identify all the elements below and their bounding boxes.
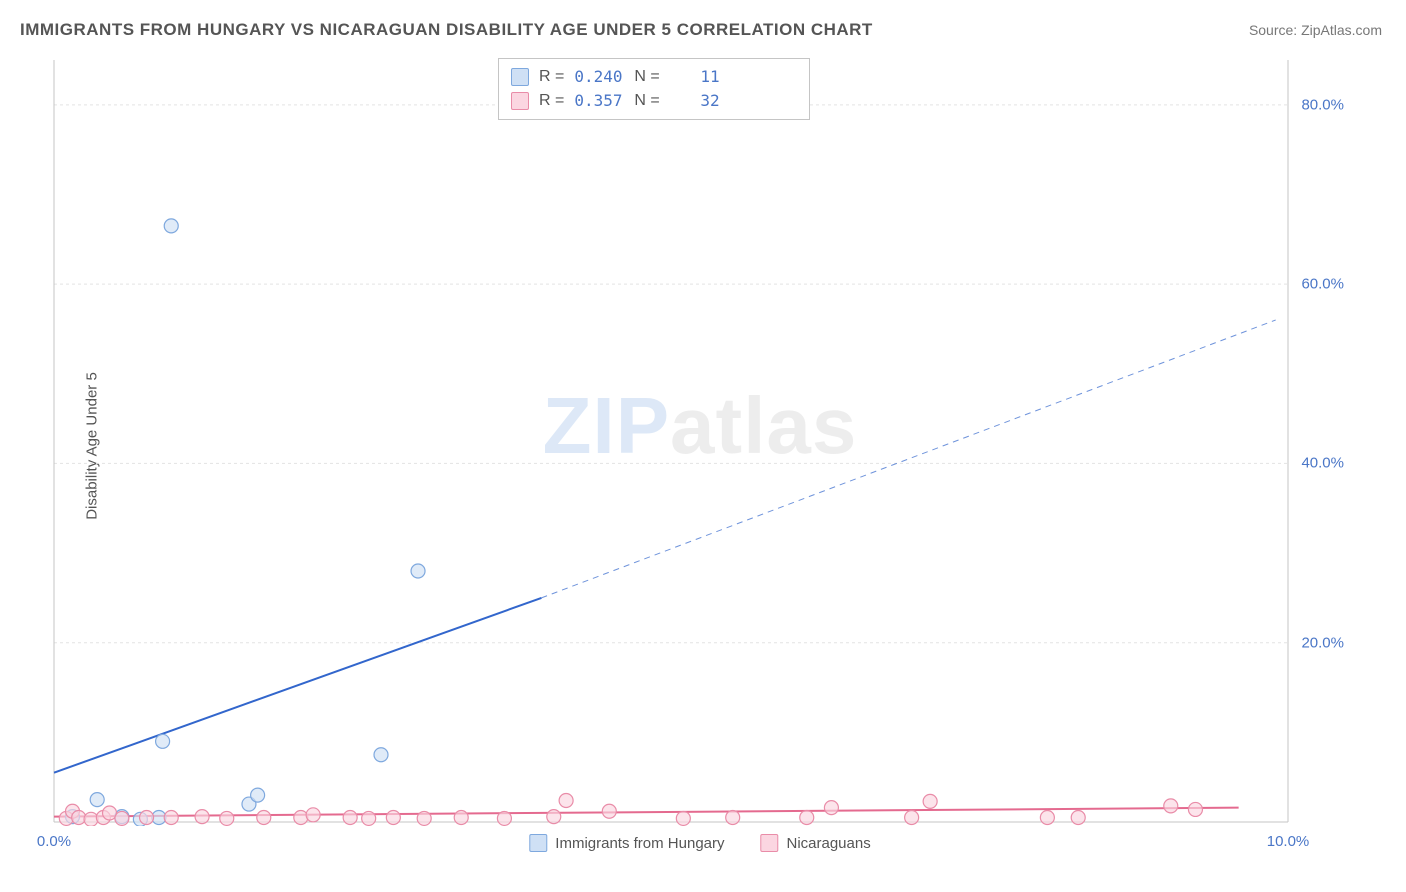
legend-swatch-hungary xyxy=(529,834,547,852)
chart-plot-area: ZIPatlas R =0.240N =11R =0.357N =32 Immi… xyxy=(50,56,1350,826)
y-tick-label: 60.0% xyxy=(1301,276,1344,293)
r-label: R = xyxy=(539,89,564,113)
stat-row-nicaraguan: R = 0.357 N = 32 xyxy=(511,89,797,113)
chart-svg xyxy=(50,56,1350,826)
legend-label: Nicaraguans xyxy=(787,835,871,852)
chart-title: IMMIGRANTS FROM HUNGARY VS NICARAGUAN DI… xyxy=(20,20,873,40)
y-tick-label: 40.0% xyxy=(1301,455,1344,472)
stat-row-hungary: R = 0.240 N = 11 xyxy=(511,65,797,89)
legend-item-hungary: Immigrants from Hungary xyxy=(529,834,724,852)
x-tick-label: 10.0% xyxy=(1267,833,1310,850)
correlation-stat-box: R = 0.240 N = 11 R = 0.357 N = 32 xyxy=(498,58,810,120)
source-label: Source: ZipAtlas.com xyxy=(1249,22,1382,38)
r-value: 0.240 xyxy=(574,65,624,89)
x-axis-legend: Immigrants from Hungary Nicaraguans xyxy=(529,834,870,852)
swatch-nicaraguan xyxy=(511,92,529,110)
n-value: 32 xyxy=(670,89,720,113)
swatch-hungary xyxy=(511,68,529,86)
legend-swatch-nicaraguan xyxy=(761,834,779,852)
y-tick-label: 20.0% xyxy=(1301,634,1344,651)
x-tick-label: 0.0% xyxy=(37,833,71,850)
legend-label: Immigrants from Hungary xyxy=(555,835,724,852)
y-tick-label: 80.0% xyxy=(1301,96,1344,113)
legend-item-nicaraguan: Nicaraguans xyxy=(761,834,871,852)
n-value: 11 xyxy=(670,65,720,89)
r-value: 0.357 xyxy=(574,89,624,113)
n-label: N = xyxy=(634,89,659,113)
n-label: N = xyxy=(634,65,659,89)
r-label: R = xyxy=(539,65,564,89)
